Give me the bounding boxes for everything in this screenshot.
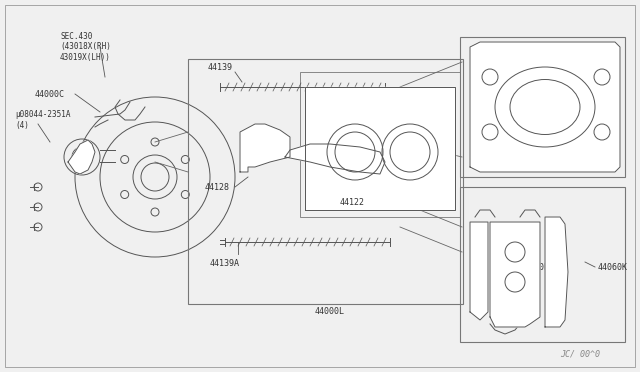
Polygon shape [285,144,385,174]
Polygon shape [545,217,568,327]
Polygon shape [470,42,620,172]
Text: 44139A: 44139A [210,260,240,269]
Bar [188,59,463,304]
Text: 44000K: 44000K [520,263,550,272]
Polygon shape [68,140,95,174]
Polygon shape [240,124,290,172]
Polygon shape [305,87,455,210]
Text: 44000C: 44000C [35,90,65,99]
Bar [460,187,625,342]
Bar [300,72,460,217]
Text: µ08044-2351A
(4): µ08044-2351A (4) [15,110,70,130]
Text: JC/ 00^0: JC/ 00^0 [560,350,600,359]
Text: 44060K: 44060K [598,263,628,272]
Text: 44139: 44139 [208,62,233,71]
Bar [460,37,625,177]
Text: SEC.430
(43018X(RH)
43019X(LH)): SEC.430 (43018X(RH) 43019X(LH)) [60,32,111,62]
Polygon shape [490,222,540,327]
Text: 44122: 44122 [340,198,365,206]
Text: 44001(RH)
44011(LH): 44001(RH) 44011(LH) [548,77,593,97]
Polygon shape [470,222,488,320]
Text: 44128: 44128 [205,183,230,192]
Text: 44000L: 44000L [315,308,345,317]
